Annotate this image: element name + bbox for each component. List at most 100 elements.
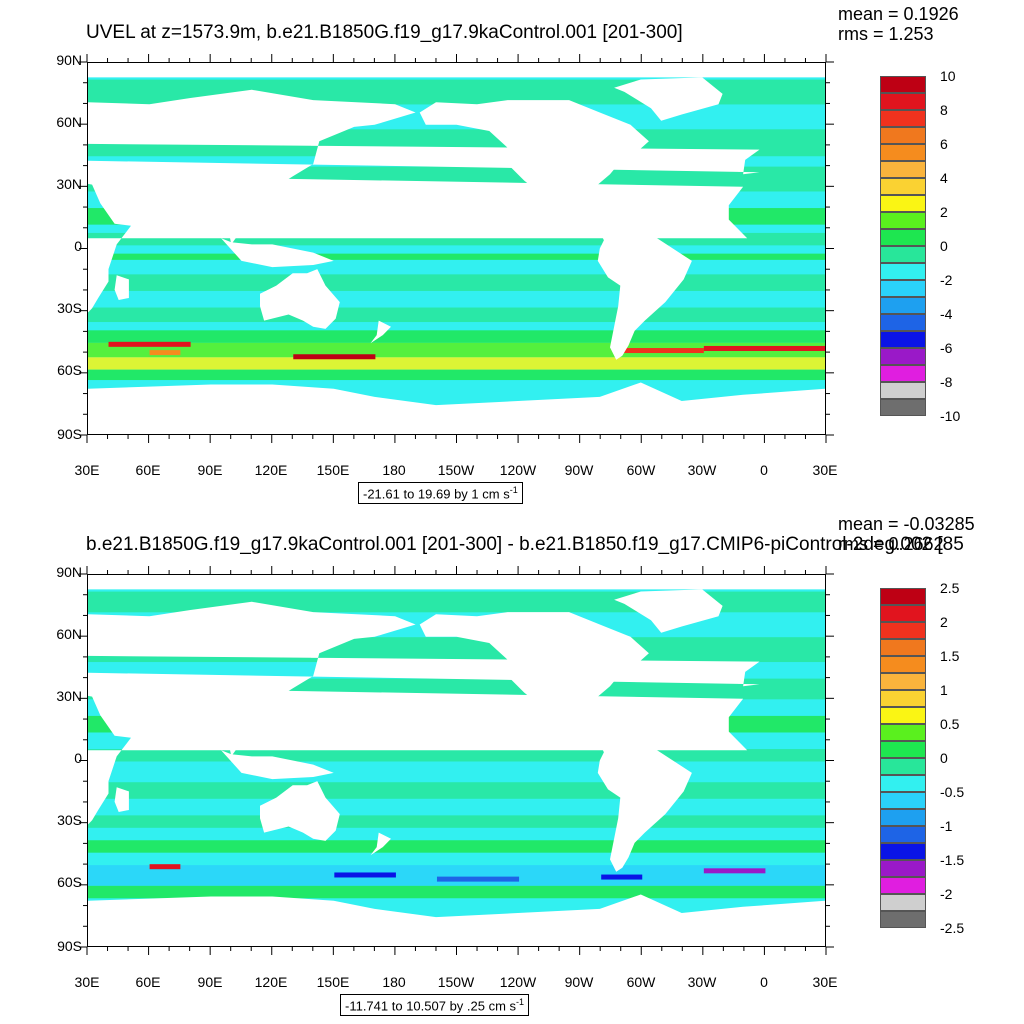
ocean-velocity-map xyxy=(87,62,826,435)
contour-range-box: -11.741 to 10.507 by .25 cm s-1 xyxy=(340,994,530,1017)
colorbar-swatch xyxy=(880,775,926,792)
landmass-australia xyxy=(260,781,340,841)
lat-label: 90S xyxy=(57,938,82,954)
colorbar-swatch xyxy=(880,229,926,246)
colorbar-label: 2 xyxy=(940,614,948,630)
colorbar-swatch xyxy=(880,263,926,280)
lon-label: 90E xyxy=(197,462,223,478)
colorbar xyxy=(880,588,926,928)
landmass-namer xyxy=(419,612,649,744)
colorbar-label: -6 xyxy=(940,340,953,356)
landmass-arctic xyxy=(88,63,825,78)
lon-label: 30W xyxy=(687,462,717,478)
velocity-band xyxy=(88,357,825,370)
colorbar-swatch xyxy=(880,860,926,877)
colorbar-label: -1 xyxy=(940,818,953,834)
lat-label: 60S xyxy=(57,874,82,890)
lon-label: 30W xyxy=(687,974,717,990)
current-streak xyxy=(703,868,766,874)
colorbar-swatch xyxy=(880,826,926,843)
lon-label: 30E xyxy=(812,462,838,478)
lon-label: 180 xyxy=(382,974,406,990)
colorbar-swatch xyxy=(880,127,926,144)
colorbar-label: 0 xyxy=(940,750,948,766)
landmass-samer xyxy=(597,225,692,360)
landmass-greenland xyxy=(614,77,723,121)
landmass-nz xyxy=(370,832,391,856)
lat-label: 30N xyxy=(56,688,82,704)
colorbar-label: 1 xyxy=(940,682,948,698)
colorbar-swatch xyxy=(880,161,926,178)
colorbar-swatch xyxy=(880,622,926,639)
colorbar-label: -2 xyxy=(940,886,953,902)
landmass-antarctica xyxy=(88,382,825,434)
colorbar-swatch xyxy=(880,741,926,758)
current-streak xyxy=(108,341,191,347)
lon-label: 90E xyxy=(197,974,223,990)
lon-label: 120W xyxy=(499,462,537,478)
velocity-band xyxy=(88,865,825,886)
velocity-band xyxy=(88,840,825,853)
panel-title: b.e21.B1850G.f19_g17.9kaControl.001 [201… xyxy=(86,534,964,555)
colorbar-swatch xyxy=(880,297,926,314)
lon-label: 90W xyxy=(564,462,594,478)
rms-label: rms = 1.253 xyxy=(838,24,934,44)
velocity-band xyxy=(88,330,825,343)
landmass-indonesia xyxy=(221,750,334,780)
current-streak xyxy=(334,872,396,878)
lon-label: 60E xyxy=(135,974,161,990)
range-exponent: -1 xyxy=(516,997,525,1007)
colorbar-swatch xyxy=(880,792,926,809)
colorbar-swatch xyxy=(880,877,926,894)
colorbar-swatch xyxy=(880,280,926,297)
colorbar-swatch xyxy=(880,382,926,399)
map-canvas xyxy=(88,63,825,434)
current-streak xyxy=(601,874,643,880)
lon-label: 60E xyxy=(135,462,161,478)
lon-label: 150W xyxy=(437,974,475,990)
colorbar-label: 10 xyxy=(940,68,956,84)
colorbar-label: -10 xyxy=(940,408,961,424)
colorbar-label: 4 xyxy=(940,170,948,186)
current-streak xyxy=(149,864,181,870)
lon-label: 60W xyxy=(626,462,656,478)
lat-label: 60N xyxy=(56,114,82,130)
lon-label: 120E xyxy=(254,462,288,478)
colorbar-swatch xyxy=(880,246,926,263)
colorbar-label: 2.5 xyxy=(940,580,960,596)
colorbar-label: -1.5 xyxy=(940,852,965,868)
lat-label: 90N xyxy=(56,52,82,68)
lon-label: 120E xyxy=(254,974,288,990)
axis-ticks xyxy=(79,566,834,955)
colorbar-label: 8 xyxy=(940,102,948,118)
colorbar-swatch xyxy=(880,690,926,707)
colorbar-swatch xyxy=(880,656,926,673)
lat-label: 0 xyxy=(74,750,82,766)
lon-label: 30E xyxy=(74,462,100,478)
colorbar-swatch xyxy=(880,212,926,229)
lon-label: 30E xyxy=(812,974,838,990)
colorbar-swatch xyxy=(880,758,926,775)
range-exponent: -1 xyxy=(509,485,518,495)
colorbar-swatch xyxy=(880,809,926,826)
colorbar-swatch xyxy=(880,588,926,605)
colorbar-swatch xyxy=(880,673,926,690)
colorbar-swatch xyxy=(880,399,926,416)
current-streak xyxy=(703,345,825,351)
colorbar-swatch xyxy=(880,365,926,382)
lat-label: 30S xyxy=(57,300,82,316)
lon-label: 120W xyxy=(499,974,537,990)
velocity-band xyxy=(88,253,825,260)
colorbar-swatch xyxy=(880,348,926,365)
colorbar-label: -2.5 xyxy=(940,920,965,936)
colorbar-swatch xyxy=(880,331,926,348)
colorbar-label: -4 xyxy=(940,306,953,322)
landmass-madagascar xyxy=(114,275,129,300)
colorbar-swatch xyxy=(880,605,926,622)
lat-label: 60S xyxy=(57,362,82,378)
panel-uvel-difference: b.e21.B1850G.f19_g17.9kaControl.001 [201… xyxy=(0,512,1024,1024)
colorbar-swatch xyxy=(880,93,926,110)
lon-label: 180 xyxy=(382,462,406,478)
ocean-velocity-difference-map xyxy=(87,574,826,947)
landmass-eurasia xyxy=(88,89,760,245)
